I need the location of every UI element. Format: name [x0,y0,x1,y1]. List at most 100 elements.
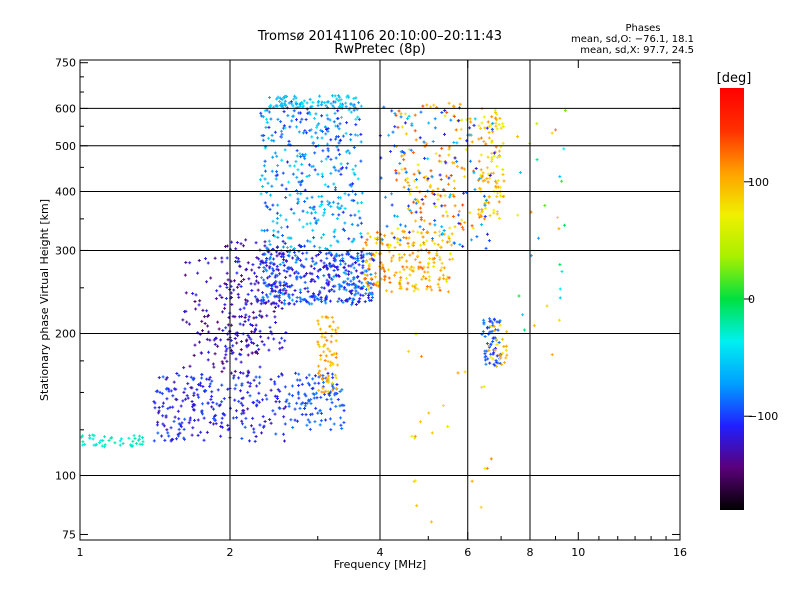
echo-point [132,434,136,438]
echo-point [258,329,262,333]
echo-point [273,305,277,309]
echo-point [333,228,337,232]
echo-point [353,286,357,290]
echo-point [501,168,505,172]
echo-point [257,347,261,351]
echo-point [331,320,335,324]
echo-point [499,194,503,198]
echo-point [302,99,306,103]
echo-point [311,259,315,263]
echo-point [448,252,452,256]
echo-point [119,437,123,441]
echo-point [437,285,441,289]
echo-point [447,237,451,241]
echo-point [365,260,369,264]
echo-point [440,266,444,270]
echo-point [450,232,454,236]
echo-point [322,390,326,394]
echo-point [276,230,280,234]
echo-point [193,299,197,303]
echo-point [153,406,157,410]
echo-point [490,160,494,164]
echo-point [256,288,260,292]
echo-point [308,413,312,417]
echo-point [275,274,279,278]
echo-point [326,371,330,375]
echo-point [161,375,165,379]
echo-point [455,159,459,163]
echo-point [403,121,407,125]
echo-point [332,235,336,239]
echo-point [188,364,192,368]
echo-point [369,286,373,290]
echo-point [489,457,493,461]
echo-point [387,133,391,137]
echo-point [247,315,251,319]
echo-point [220,360,224,364]
echo-point [457,209,461,213]
echo-point [323,335,327,339]
echo-point [354,123,358,127]
echo-point [327,280,331,284]
echo-point [242,306,246,310]
echo-point [492,317,496,321]
echo-point [224,297,228,301]
echo-point [494,118,498,122]
echo-point [312,392,316,396]
echo-point [354,164,358,168]
echo-point [212,416,216,420]
echo-point [233,260,237,264]
echo-point [485,342,489,346]
echo-point [317,371,321,375]
echo-point [483,214,487,218]
echo-point [480,209,484,213]
echo-point [303,200,307,204]
echo-point [239,401,243,405]
echo-point [398,278,402,282]
echo-point [254,241,258,245]
echo-point [208,338,212,342]
echo-point [233,398,237,402]
echo-point [279,129,283,133]
echo-point [347,270,351,274]
echo-point [311,100,315,104]
echo-point [463,221,467,225]
echo-point [290,298,294,302]
echo-point [308,206,312,210]
echo-point [295,296,299,300]
echo-point [262,298,266,302]
echo-point [451,215,455,219]
echo-point [439,245,443,249]
echo-point [477,208,481,212]
echo-point [375,238,379,242]
echo-point [210,394,214,398]
echo-point [275,294,279,298]
echo-point [498,116,502,120]
echo-point [198,299,202,303]
echo-point [483,203,487,207]
echo-point [295,154,299,158]
echo-point [419,420,423,424]
echo-point [220,425,224,429]
echo-point [164,377,168,381]
echo-point [253,271,257,275]
echo-point [292,97,296,101]
echo-point [342,403,346,407]
echo-point [327,275,331,279]
echo-point [287,293,291,297]
echo-point [432,103,436,107]
echo-point [479,168,483,172]
echo-point [518,170,522,174]
echo-point [255,275,259,279]
echo-point [280,97,284,101]
echo-point [495,342,499,346]
echo-point [260,259,264,263]
echo-point [259,302,263,306]
echo-point [275,216,279,220]
echo-point [197,303,201,307]
echo-point [288,274,292,278]
echo-point [286,114,290,118]
echo-point [338,404,342,408]
echo-point [299,402,303,406]
echo-point [232,288,236,292]
